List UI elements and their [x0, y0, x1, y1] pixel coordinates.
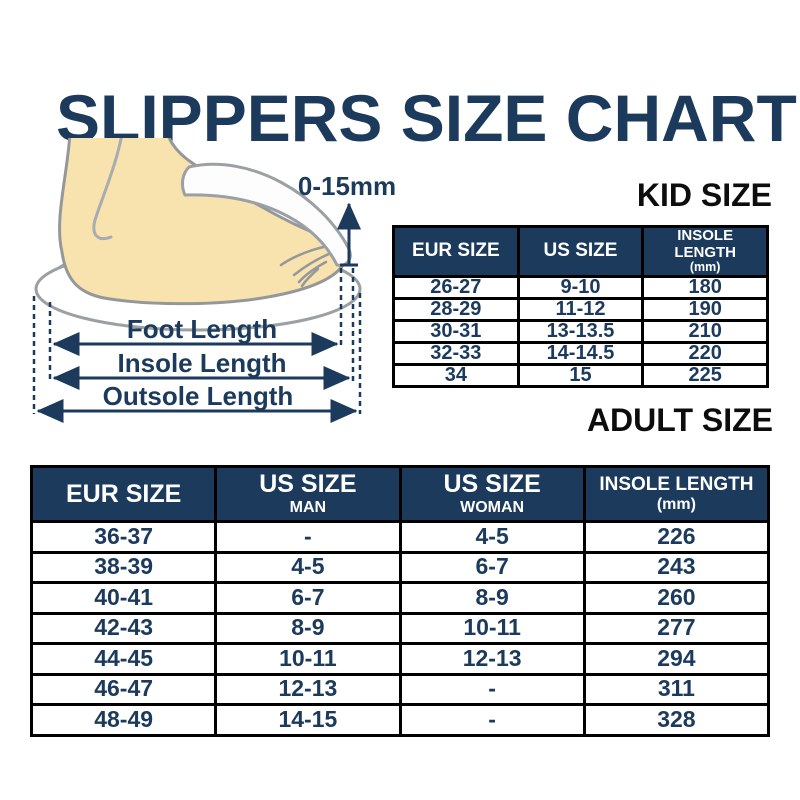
- table-cell: 42-43: [29, 611, 218, 645]
- toe-gap-label: 0-15mm: [298, 171, 396, 201]
- outsole-length-label: Outsole Length: [103, 381, 294, 411]
- table-cell: -: [398, 672, 586, 706]
- table-cell: -: [398, 703, 586, 737]
- table-cell: 13-13.5: [516, 318, 645, 344]
- table-cell: 311: [582, 672, 771, 706]
- page-title: SLIPPERS SIZE CHART: [56, 81, 797, 156]
- table-cell: -: [214, 520, 402, 554]
- table-cell: 328: [582, 703, 771, 737]
- table-row: 44-45 10-11 12-13 294: [29, 642, 771, 676]
- table-cell: 36-37: [29, 520, 218, 554]
- table-cell: 4-5: [398, 520, 586, 554]
- table-cell: 9-10: [516, 274, 645, 300]
- table-cell: 243: [582, 550, 771, 584]
- header-row: EUR SIZE US SIZE MAN US SIZE WOMAN INSOLE LEN…: [29, 465, 771, 523]
- table-cell: 180: [641, 274, 769, 300]
- table-cell: 6-7: [398, 550, 586, 584]
- table-cell: 15: [516, 362, 645, 388]
- column-header: INSOLE LENGTH (mm): [641, 225, 769, 278]
- table-cell: 4-5: [214, 550, 402, 584]
- table-row: 34 15 225: [392, 362, 769, 388]
- table-row: 32-33 14-14.5 220: [392, 340, 769, 366]
- table-cell: 190: [641, 296, 769, 322]
- kid-size-table: EUR SIZE US SIZE INSOLE LENGTH (mm) 26-27 9-1…: [392, 225, 769, 388]
- table-cell: 277: [582, 611, 771, 645]
- table-cell: 12-13: [398, 642, 586, 676]
- table-cell: 48-49: [29, 703, 218, 737]
- table-cell: 11-12: [516, 296, 645, 322]
- foot-length-label: Foot Length: [127, 314, 277, 344]
- table-cell: 210: [641, 318, 769, 344]
- column-header: US SIZE MAN: [214, 465, 402, 523]
- table-row: 38-39 4-5 6-7 243: [29, 550, 771, 584]
- kid-size-heading: KID SIZE: [636, 177, 772, 213]
- column-header: US SIZE WOMAN: [398, 465, 586, 523]
- header-row: EUR SIZE US SIZE INSOLE LENGTH (mm): [392, 225, 769, 278]
- table-row: 30-31 13-13.5 210: [392, 318, 769, 344]
- column-header: EUR SIZE: [392, 225, 520, 278]
- table-row: 28-29 11-12 190: [392, 296, 769, 322]
- table-row: 48-49 14-15-328: [29, 703, 771, 737]
- table-cell: 294: [582, 642, 771, 676]
- table-cell: 14-14.5: [516, 340, 645, 366]
- table-row: 40-41 6-7 8-9 260: [29, 581, 771, 615]
- table-cell: 6-7: [214, 581, 402, 615]
- table-cell: 10-11: [398, 611, 586, 645]
- ankle-contour-line: [92, 138, 123, 241]
- slipper-upper: [180, 162, 352, 267]
- column-header: INSOLE LENGTH (mm): [582, 465, 771, 523]
- table-row: 26-27 9-10 180: [392, 274, 769, 300]
- table-cell: 225: [641, 362, 769, 388]
- table-cell: 38-39: [29, 550, 218, 584]
- table-cell: 46-47: [29, 672, 218, 706]
- adult-size-heading: ADULT SIZE: [586, 402, 773, 438]
- insole-length-label: Insole Length: [118, 348, 287, 378]
- table-cell: 30-31: [392, 318, 520, 344]
- table-cell: 10-11: [214, 642, 402, 676]
- table-row: 42-43 8-9 10-11 277: [29, 611, 771, 645]
- table-cell: 8-9: [398, 581, 586, 615]
- foot-measurement-diagram: 0-15mm Foot Length Insole Length Outsole…: [32, 138, 396, 423]
- table-cell: 40-41: [29, 581, 218, 615]
- table-cell: 260: [582, 581, 771, 615]
- dashed-guides: [32, 268, 362, 414]
- adult-size-table: EUR SIZE US SIZE MAN US SIZE WOMAN INSOLE LEN…: [29, 465, 771, 737]
- table-cell: 226: [582, 520, 771, 554]
- table-cell: 28-29: [392, 296, 520, 322]
- table-cell: 12-13: [214, 672, 402, 706]
- table-cell: 34: [392, 362, 520, 388]
- table-cell: 44-45: [29, 642, 218, 676]
- table-row: 46-47 12-13-311: [29, 672, 771, 706]
- table-cell: 26-27: [392, 274, 520, 300]
- table-cell: 14-15: [214, 703, 402, 737]
- table-cell: 220: [641, 340, 769, 366]
- column-header: EUR SIZE: [29, 465, 218, 523]
- table-cell: 32-33: [392, 340, 520, 366]
- column-header: US SIZE: [516, 225, 645, 278]
- table-row: 36-37-4-5 226: [29, 520, 771, 554]
- table-cell: 8-9: [214, 611, 402, 645]
